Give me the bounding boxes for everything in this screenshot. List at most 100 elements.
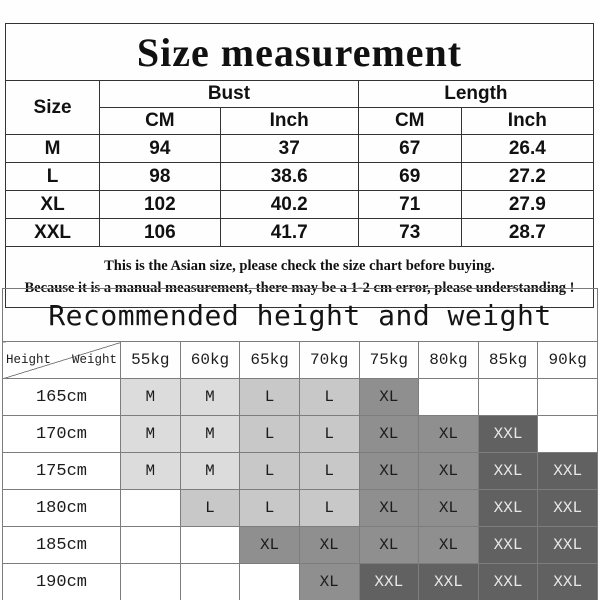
height-weight-table: Height Weight 55kg 60kg 65kg 70kg 75kg 8… [2, 341, 598, 600]
size-cell: L [298, 452, 360, 490]
table-row: 190cm XL XXL XXL XXL XXL [2, 563, 598, 600]
size-cell: XXL [477, 563, 539, 600]
size-cell: XL [358, 526, 420, 564]
bust-inch-value: 37 [219, 134, 359, 163]
length-inch-value: 27.9 [460, 190, 595, 219]
length-group-header: Length [357, 80, 595, 108]
size-cell: L [239, 378, 300, 416]
length-inch-value: 27.2 [460, 162, 595, 191]
bust-cm-value: 94 [99, 134, 221, 163]
size-cell [477, 378, 539, 416]
weight-header: 75kg [358, 341, 420, 379]
size-cell: XXL [477, 526, 539, 564]
size-cell: XL [358, 378, 420, 416]
height-axis-label: Height [6, 353, 52, 367]
bust-cm-value: 102 [99, 190, 221, 219]
table-row: 180cm L L L XL XL XXL XXL [2, 489, 598, 527]
weight-header: 85kg [477, 341, 539, 379]
bust-cm-header: CM [99, 107, 221, 135]
size-cell: XXL [477, 489, 539, 527]
height-label: 175cm [2, 452, 121, 490]
group-header-row: Size Bust Length [4, 80, 595, 135]
table-row: XL 102 40.2 71 27.9 [4, 190, 595, 219]
size-cell: XXL [537, 526, 598, 564]
size-cell [239, 563, 300, 600]
bust-inch-value: 38.6 [219, 162, 359, 191]
table-row: 165cm M M L L XL [2, 378, 598, 416]
table-title-row: Size measurement [5, 23, 594, 81]
size-cell: M [179, 452, 241, 490]
length-inch-value: 26.4 [460, 134, 595, 163]
size-cell: XL [418, 452, 479, 490]
length-cm-value: 71 [357, 190, 462, 219]
weight-header: 55kg [120, 341, 181, 379]
weight-header: 60kg [179, 341, 241, 379]
bust-inch-value: 41.7 [219, 218, 359, 247]
size-cell [537, 378, 598, 416]
size-cell [179, 526, 241, 564]
size-cell: L [298, 415, 360, 453]
weight-header: 90kg [537, 341, 598, 379]
size-cell: XL [418, 489, 479, 527]
table-row: M 94 37 67 26.4 [4, 134, 595, 163]
table-row: 170cm M M L L XL XL XXL [2, 415, 598, 453]
bust-inch-value: 40.2 [219, 190, 359, 219]
size-label: L [4, 162, 101, 191]
size-cell [537, 415, 598, 453]
size-cell: XXL [537, 489, 598, 527]
size-cell: XXL [537, 563, 598, 600]
size-cell: XL [298, 563, 360, 600]
size-label: XXL [4, 218, 101, 247]
size-label: M [4, 134, 101, 163]
height-label: 185cm [2, 526, 121, 564]
length-inch-header: Inch [460, 107, 595, 135]
size-cell [120, 489, 181, 527]
height-label: 170cm [2, 415, 121, 453]
size-cell [179, 563, 241, 600]
size-cell: XL [418, 526, 479, 564]
table-row: L 98 38.6 69 27.2 [4, 162, 595, 191]
size-cell: L [179, 489, 241, 527]
bust-cm-value: 106 [99, 218, 221, 247]
size-cell: XL [418, 415, 479, 453]
corner-labels: Height Weight [4, 343, 120, 378]
weight-header-row: Height Weight 55kg 60kg 65kg 70kg 75kg 8… [2, 341, 598, 379]
length-inch-value: 28.7 [460, 218, 595, 247]
size-cell: XL [358, 415, 420, 453]
size-cell: M [179, 415, 241, 453]
bust-inch-header: Inch [219, 107, 359, 135]
table-row: 185cm XL XL XL XL XXL XXL [2, 526, 598, 564]
size-cell: XXL [358, 563, 420, 600]
height-weight-corner-cell: Height Weight [2, 341, 121, 379]
length-cm-value: 69 [357, 162, 462, 191]
size-measurement-table: Size measurement Size Bust Length CM Inc… [4, 23, 595, 308]
bust-cm-value: 98 [99, 162, 221, 191]
unit-header-row: CM Inch CM Inch [6, 107, 595, 135]
size-column-header: Size [4, 80, 101, 135]
height-label: 190cm [2, 563, 121, 600]
size-cell: XL [298, 526, 360, 564]
size-cell [120, 526, 181, 564]
size-cell: L [298, 378, 360, 416]
size-cell: L [239, 415, 300, 453]
size-cell: XXL [418, 563, 479, 600]
size-cell: M [120, 378, 181, 416]
weight-axis-label: Weight [71, 353, 117, 367]
size-cell: M [179, 378, 241, 416]
size-measurement-title: Size measurement [5, 23, 594, 81]
length-cm-value: 67 [357, 134, 462, 163]
table-row: XXL 106 41.7 73 28.7 [4, 218, 595, 247]
size-cell: L [298, 489, 360, 527]
size-cell: M [120, 415, 181, 453]
length-cm-value: 73 [357, 218, 462, 247]
size-cell: XXL [477, 452, 539, 490]
weight-header: 70kg [298, 341, 360, 379]
bust-group-header: Bust [99, 80, 359, 108]
height-label: 165cm [2, 378, 121, 416]
size-cell: L [239, 452, 300, 490]
note-line-1: This is the Asian size, please check the… [104, 257, 495, 274]
size-cell: L [239, 489, 300, 527]
size-label: XL [4, 190, 101, 219]
recommendation-title: Recommended height and weight [2, 288, 598, 342]
